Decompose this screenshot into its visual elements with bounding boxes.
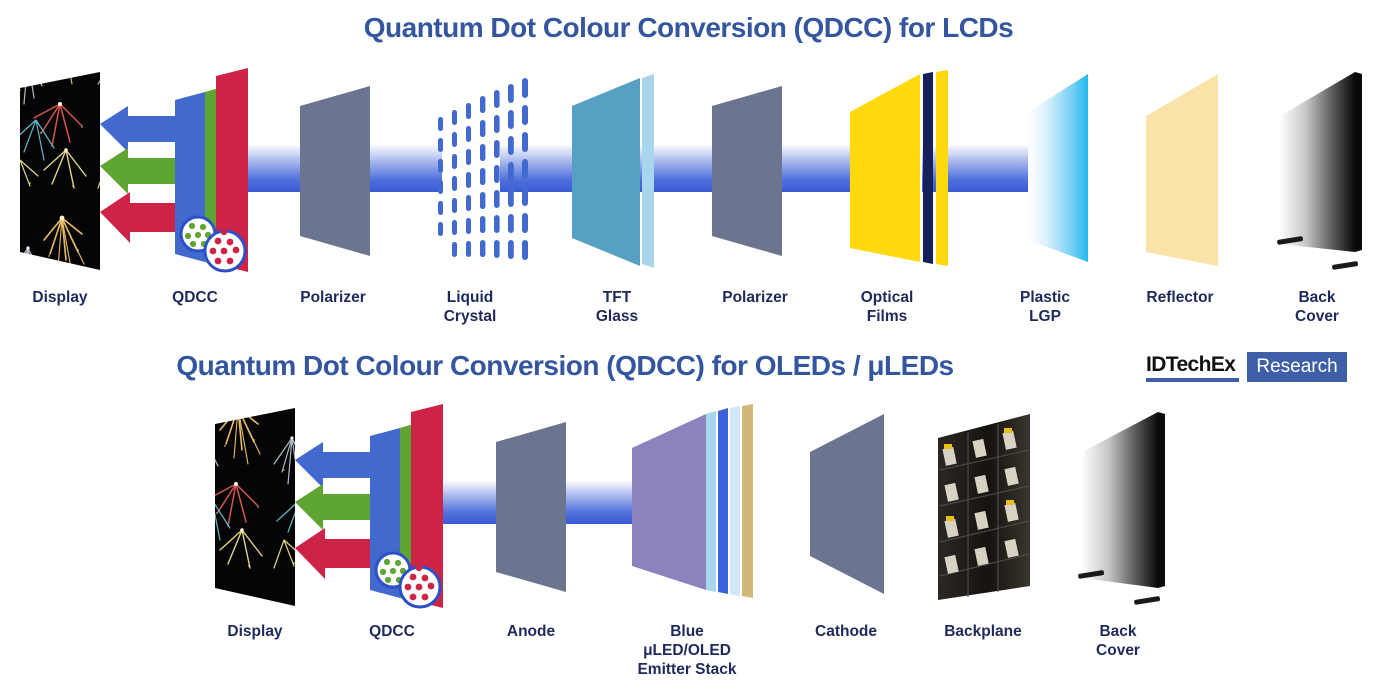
backplane-label-tabs <box>944 428 1014 521</box>
module-back-cover <box>1078 412 1165 605</box>
module-label-emitter-stack: Blue μLED/OLED Emitter Stack <box>637 623 737 678</box>
module-display <box>215 408 295 606</box>
module-label-back-cover: Back Cover <box>1096 623 1140 659</box>
qd-red-particle-circle <box>398 564 442 609</box>
module-label-back-cover: Back Cover <box>1295 289 1339 325</box>
optical-film-front <box>850 74 920 262</box>
optical-film-rear <box>936 70 948 266</box>
module-tft-glass <box>572 74 654 268</box>
emitter-purple-body <box>632 414 706 590</box>
module-polarizer-front <box>300 86 370 256</box>
module-qdcc <box>370 404 443 609</box>
back-cover-edge <box>1158 412 1165 588</box>
emitter-layer-pale-blue <box>706 411 716 592</box>
module-polarizer-rear <box>712 86 782 256</box>
title-lcd: Quantum Dot Colour Conversion (QDCC) for… <box>363 12 1014 43</box>
backplane-labels <box>942 430 1019 574</box>
back-cover-edge <box>1355 72 1362 252</box>
module-label-polarizer-front: Polarizer <box>300 289 366 306</box>
module-back-cover <box>1277 72 1362 270</box>
module-optical-films <box>850 70 948 266</box>
back-cover-panel <box>1082 412 1158 588</box>
oled-row <box>215 404 1165 609</box>
light-beam <box>775 144 853 192</box>
module-qdcc <box>175 68 248 273</box>
backplane-module-grid <box>939 424 1030 597</box>
back-cover-foot <box>1332 261 1359 270</box>
module-label-qdcc: QDCC <box>172 289 218 306</box>
module-cathode <box>810 414 884 594</box>
module-label-cathode: Cathode <box>815 623 877 640</box>
optical-film-dark-layer <box>923 72 933 264</box>
module-label-display: Display <box>227 623 283 640</box>
light-beam <box>364 144 442 192</box>
module-label-qdcc: QDCC <box>369 623 415 640</box>
module-label-polarizer-rear: Polarizer <box>722 289 788 306</box>
module-liquid-crystal <box>438 78 528 260</box>
emitter-layer-light-blue <box>730 406 740 596</box>
back-cover-foot <box>1277 236 1304 245</box>
module-label-backplane: Backplane <box>944 623 1022 640</box>
back-cover-panel <box>1280 72 1355 252</box>
module-reflector <box>1146 74 1218 266</box>
tft-glass-light-layer <box>642 74 654 268</box>
module-label-reflector: Reflector <box>1146 289 1214 306</box>
module-label-optical-films: Optical Films <box>860 289 914 325</box>
module-display <box>20 72 100 270</box>
qdcc-red-panel <box>411 404 443 608</box>
title-oled: Quantum Dot Colour Conversion (QDCC) for… <box>176 350 954 381</box>
back-cover-foot <box>1078 570 1105 579</box>
idtechex-research-badge: Research <box>1247 352 1347 382</box>
module-backplane <box>938 414 1030 600</box>
module-emitter-stack <box>632 404 753 598</box>
module-label-plastic-lgp: Plastic LGP <box>1020 289 1070 325</box>
back-cover-foot <box>1134 596 1161 605</box>
module-anode <box>496 422 566 592</box>
qd-red-particle-circle <box>203 228 247 273</box>
idtechex-wordmark: IDTechEx <box>1146 352 1240 382</box>
module-label-tft-glass: TFT Glass <box>595 289 639 325</box>
module-label-display: Display <box>32 289 88 306</box>
emitter-layer-tan <box>742 404 753 598</box>
qdcc-red-panel <box>216 68 248 272</box>
tft-glass-main-layer <box>572 78 640 266</box>
idtechex-logo: IDTechEx Research <box>1146 352 1347 382</box>
emitter-layer-blue <box>718 408 728 594</box>
module-label-liquid-crystal: Liquid Crystal <box>443 289 497 325</box>
lcd-row <box>20 68 1362 273</box>
module-plastic-lgp <box>1028 74 1088 262</box>
module-label-anode: Anode <box>506 623 556 640</box>
